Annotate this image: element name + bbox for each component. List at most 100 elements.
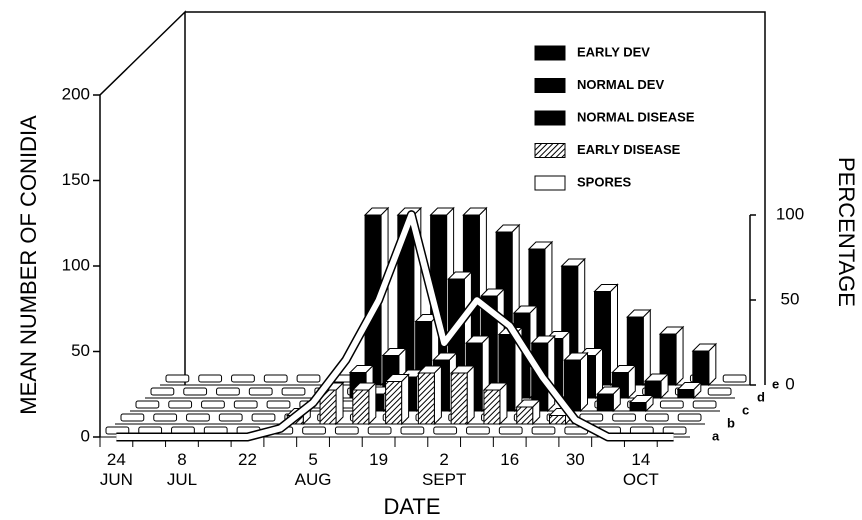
y2-tick-label: 0: [785, 374, 794, 393]
floor-cell: [218, 413, 243, 422]
floor-cell: [281, 387, 306, 396]
floor-cell: [135, 400, 160, 409]
y-tick-label: 100: [62, 255, 90, 274]
legend-swatch: [534, 175, 566, 191]
bar: [449, 364, 476, 426]
bar-front: [352, 389, 370, 425]
floor-cell: [334, 426, 359, 435]
x-tick-label: 8 JUL: [167, 450, 197, 489]
floor-cell: [612, 413, 636, 422]
bar: [515, 398, 541, 426]
bar: [658, 325, 685, 387]
bar: [691, 342, 718, 387]
x-tick-label: 19: [369, 450, 388, 469]
bar-side: [401, 373, 410, 426]
floor-cell: [722, 374, 747, 383]
floor-cell: [433, 426, 458, 435]
bar-front: [692, 350, 710, 386]
floor-cell: [498, 426, 523, 435]
x-tick-label: 22: [238, 450, 257, 469]
legend-swatch: [534, 110, 566, 126]
bar-side: [433, 364, 442, 426]
bar-front: [677, 389, 695, 399]
spores-line: [116, 211, 674, 440]
floor-cell: [531, 426, 556, 435]
y-tick-label: 0: [81, 426, 90, 445]
x-tick-label: 14 OCT: [623, 450, 659, 489]
floor-cell: [233, 400, 258, 409]
bar-side: [547, 334, 556, 413]
bar: [482, 381, 509, 426]
legend-label: NORMAL DISEASE: [577, 109, 695, 124]
legend-label: NORMAL DEV: [577, 77, 664, 92]
floor-cell: [150, 387, 175, 396]
floor-cell: [302, 426, 326, 435]
floor-cell: [201, 400, 225, 409]
bar: [628, 394, 655, 413]
floor-cell: [168, 400, 193, 409]
legend-label: EARLY DEV: [577, 44, 650, 59]
y-tick-label: 50: [71, 341, 90, 360]
y2-axis-title: PERCENTAGE: [834, 157, 859, 307]
floor-cell: [248, 387, 273, 396]
y-tick-label: 200: [62, 84, 90, 103]
bar: [384, 373, 410, 426]
x-tick-label: 16: [500, 450, 519, 469]
bar: [351, 381, 378, 426]
bar-side: [642, 308, 651, 387]
legend-swatch: [534, 45, 566, 61]
floor-cell: [692, 400, 717, 409]
row-label: a: [712, 428, 720, 443]
y2-tick-label: 100: [776, 204, 804, 223]
floor-cell: [644, 413, 669, 422]
bar-front: [596, 393, 614, 412]
bar-front: [385, 381, 403, 425]
floor-cell: [251, 413, 276, 422]
x-tick-label: 30: [566, 450, 585, 469]
bar-front: [417, 372, 435, 425]
floor-cell: [662, 426, 687, 435]
floor-cell: [367, 426, 392, 435]
floor-cell: [707, 387, 732, 396]
floor-cell: [120, 413, 145, 422]
x-tick-label: 2 SEPT: [422, 450, 466, 489]
floor-cell: [165, 374, 190, 383]
y2-tick-label: 50: [781, 289, 800, 308]
legend-swatch: [534, 78, 566, 93]
bar: [417, 364, 443, 426]
floor-cell: [263, 374, 288, 383]
bar-side: [466, 364, 475, 426]
y-tick-label: 150: [62, 170, 90, 189]
floor-cell: [183, 387, 208, 396]
x-tick-label: 5 AUG: [295, 450, 332, 489]
y-axis-title: MEAN NUMBER OF CONIDIA: [16, 115, 41, 415]
bar: [596, 385, 622, 413]
floor-cell: [400, 426, 425, 435]
floor-cell: [153, 413, 178, 422]
bar-front: [483, 389, 501, 425]
floor-cell: [186, 413, 210, 422]
floor-cell: [266, 400, 291, 409]
floor-cell: [677, 413, 702, 422]
floor-cell: [216, 387, 240, 396]
floor-cell: [466, 426, 490, 435]
legend-swatch: [534, 143, 566, 158]
bar-front: [629, 402, 647, 412]
legend-label: EARLY DISEASE: [577, 142, 681, 157]
bar: [563, 351, 589, 413]
x-axis-title: DATE: [383, 494, 440, 519]
bar: [676, 381, 703, 400]
legend-label: SPORES: [577, 174, 632, 189]
bar-front: [450, 372, 468, 425]
floor-cell: [296, 374, 321, 383]
floor-cell: [231, 374, 255, 383]
bar-side: [580, 351, 588, 413]
bar-front: [516, 406, 534, 425]
bar-front: [549, 415, 566, 425]
bar: [643, 372, 670, 400]
floor-cell: [659, 400, 684, 409]
row-label: d: [757, 389, 765, 404]
row-label: b: [727, 415, 735, 430]
